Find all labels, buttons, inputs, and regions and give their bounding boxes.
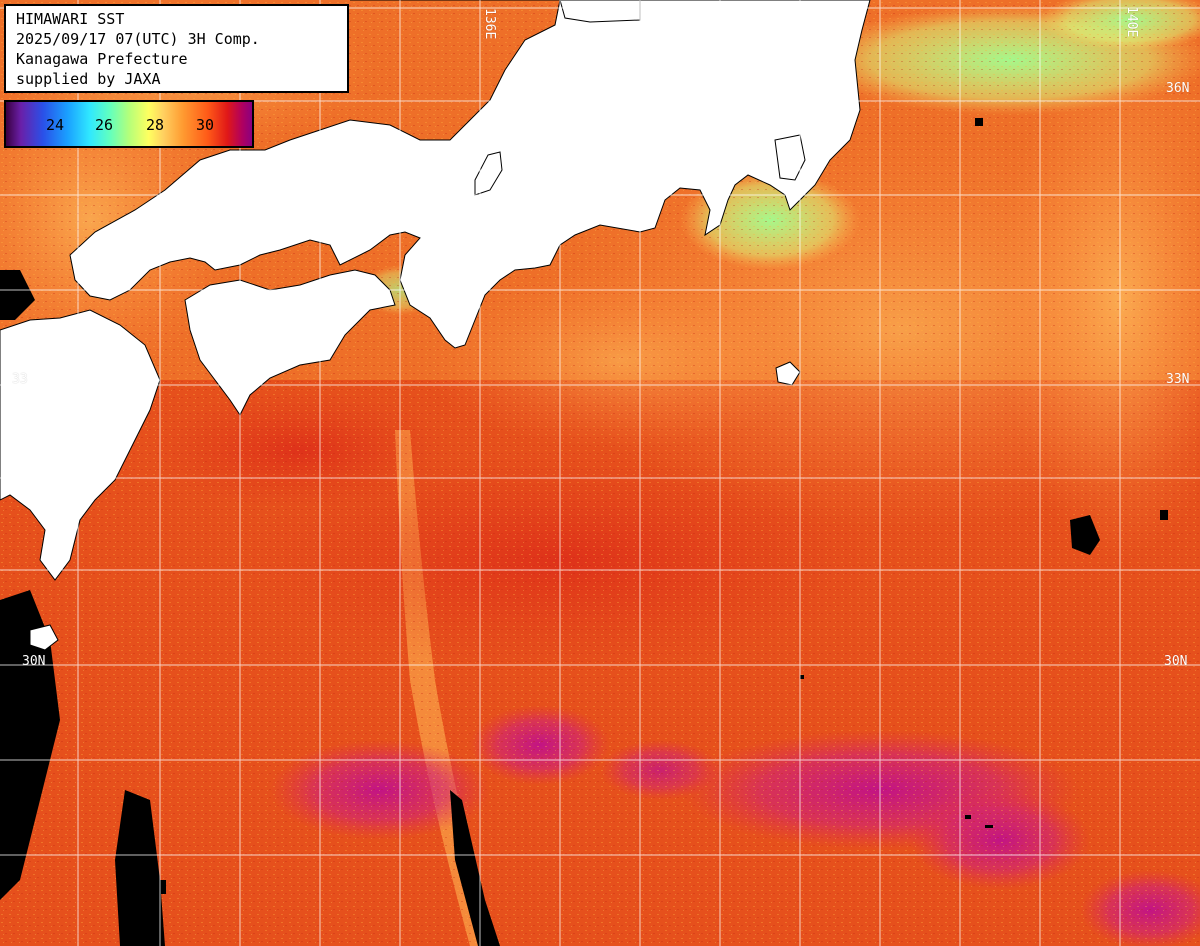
no-data-speck-1 <box>965 815 971 819</box>
lat-label-33-right: 33N <box>1166 372 1190 387</box>
yakushima-island <box>29 624 59 651</box>
no-data-speck-3 <box>975 118 983 126</box>
no-data-speck-5 <box>800 675 804 679</box>
no-data-island-streak <box>450 790 500 946</box>
land <box>0 0 871 651</box>
lon-label-136: 136E <box>482 8 497 40</box>
legend-tick-30: 30 <box>196 116 215 134</box>
no-data-west-coast <box>0 590 60 900</box>
color-scale-legend: 24 26 28 30 <box>4 100 254 148</box>
lon-label-140: 140E <box>1124 6 1139 38</box>
no-data-north-kyushu <box>0 270 35 320</box>
no-data-speck-4 <box>1160 510 1168 520</box>
no-data-areas <box>0 118 1168 946</box>
lat-label-30-left: 30N <box>22 654 46 669</box>
title-line-product: HIMAWARI SST <box>16 10 125 28</box>
lat-label-30-right: 30N <box>1164 654 1188 669</box>
north-land-strip <box>559 0 641 23</box>
lat-label-36-right: 36N <box>1166 81 1190 96</box>
no-data-speck-2 <box>985 825 993 828</box>
title-box: HIMAWARI SST 2025/09/17 07(UTC) 3H Comp.… <box>4 4 349 93</box>
legend-tick-26: 26 <box>95 116 114 134</box>
lat-label-33-left: 33 <box>12 372 28 387</box>
hachijo-island <box>775 361 801 386</box>
color-scale-gradient <box>6 102 252 146</box>
title-line-credit: supplied by JAXA <box>16 70 161 88</box>
no-data-speck-6 <box>160 880 166 894</box>
kyushu-land <box>0 309 161 581</box>
awaji-island <box>474 151 503 196</box>
title-line-datetime: 2025/09/17 07(UTC) 3H Comp. <box>16 30 260 48</box>
no-data-southwest <box>115 790 165 946</box>
legend-tick-24: 24 <box>46 116 65 134</box>
shikoku-land <box>184 269 396 416</box>
legend-tick-28: 28 <box>146 116 165 134</box>
title-line-organization: Kanagawa Prefecture <box>16 50 188 68</box>
honshu-land <box>69 0 871 349</box>
no-data-east-cloud <box>1070 515 1100 555</box>
